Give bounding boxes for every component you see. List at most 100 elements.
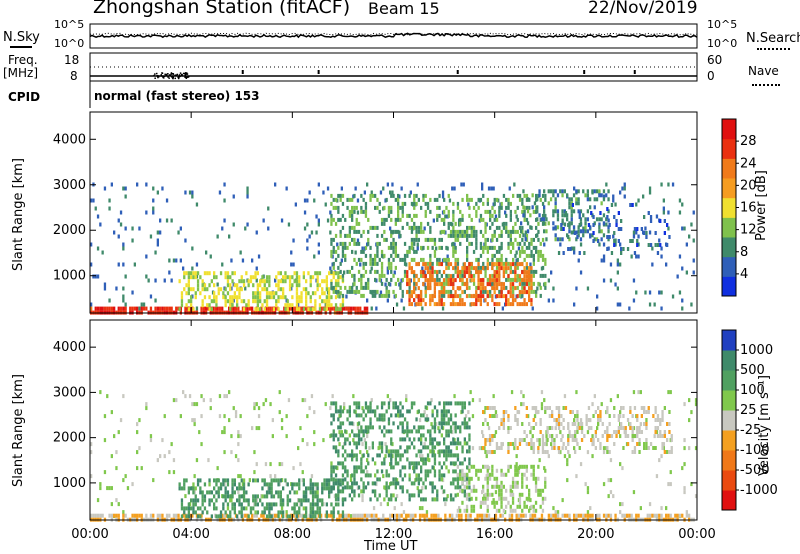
data-cell bbox=[420, 221, 423, 226]
data-cell bbox=[445, 257, 448, 262]
velocity-colorbar-swatch bbox=[722, 390, 736, 411]
data-cell bbox=[602, 446, 606, 451]
nsky-series bbox=[89, 32, 698, 39]
data-cell bbox=[265, 303, 269, 308]
data-cell bbox=[341, 502, 345, 507]
data-cell bbox=[410, 493, 414, 498]
data-cell bbox=[510, 390, 514, 395]
data-cell bbox=[454, 233, 457, 238]
data-cell bbox=[593, 205, 596, 210]
data-cell bbox=[549, 189, 553, 194]
data-cell bbox=[376, 469, 379, 474]
data-cell bbox=[424, 405, 427, 410]
data-cell bbox=[298, 307, 301, 312]
data-cell bbox=[242, 498, 246, 503]
data-cell bbox=[488, 450, 492, 454]
data-cell bbox=[225, 394, 228, 399]
data-cell bbox=[229, 510, 232, 515]
data-cell bbox=[482, 289, 485, 294]
data-cell bbox=[238, 498, 241, 503]
data-cell bbox=[505, 197, 508, 202]
data-cell bbox=[567, 422, 570, 426]
data-cell bbox=[229, 307, 232, 312]
data-cell bbox=[426, 245, 430, 250]
data-cell bbox=[389, 282, 392, 287]
nave-legend-line bbox=[752, 84, 780, 86]
data-cell bbox=[498, 484, 501, 489]
data-cell bbox=[579, 237, 583, 242]
data-cell bbox=[466, 485, 469, 490]
data-cell bbox=[313, 410, 316, 415]
data-cell bbox=[516, 205, 519, 210]
data-cell bbox=[518, 442, 522, 446]
data-cell bbox=[447, 469, 450, 474]
data-cell bbox=[413, 270, 416, 275]
data-cell bbox=[374, 293, 377, 298]
data-cell bbox=[90, 474, 93, 479]
data-cell bbox=[362, 229, 365, 234]
data-cell bbox=[665, 262, 668, 267]
data-cell bbox=[339, 275, 342, 280]
data-cell bbox=[242, 299, 246, 304]
data-cell bbox=[305, 299, 308, 304]
data-cell bbox=[415, 461, 418, 466]
data-cell bbox=[385, 293, 388, 298]
data-cell bbox=[509, 488, 512, 493]
data-cell bbox=[353, 409, 356, 414]
data-cell bbox=[423, 410, 426, 415]
data-cell bbox=[521, 285, 524, 290]
data-cell bbox=[523, 257, 526, 262]
data-cell bbox=[606, 430, 609, 434]
data-cell bbox=[534, 500, 538, 505]
data-cell bbox=[163, 306, 166, 311]
data-cell bbox=[433, 282, 436, 287]
data-cell bbox=[187, 486, 190, 491]
data-cell bbox=[213, 275, 216, 280]
nave-tick-top: 60 bbox=[707, 53, 723, 67]
data-cell bbox=[138, 306, 141, 311]
nave-tick-bottom: 0 bbox=[707, 69, 715, 83]
data-cell bbox=[408, 262, 411, 267]
data-cell bbox=[343, 513, 346, 518]
data-cell bbox=[397, 213, 400, 218]
data-cell bbox=[609, 278, 613, 283]
data-cell bbox=[655, 513, 659, 518]
data-cell bbox=[426, 261, 430, 266]
data-cell bbox=[523, 209, 526, 214]
data-cell bbox=[440, 417, 443, 422]
data-cell bbox=[287, 398, 291, 403]
data-cell bbox=[545, 237, 548, 242]
velocity-colorbar-tick-label: -500 bbox=[740, 463, 770, 478]
data-cell bbox=[486, 294, 489, 299]
data-cell bbox=[332, 205, 335, 210]
data-cell bbox=[530, 438, 533, 442]
data-cell bbox=[394, 477, 397, 482]
data-cell bbox=[643, 231, 646, 235]
data-cell bbox=[422, 457, 425, 462]
data-cell bbox=[245, 271, 248, 276]
data-cell bbox=[459, 461, 462, 466]
data-cell bbox=[339, 307, 342, 312]
data-cell bbox=[538, 282, 541, 287]
data-cell bbox=[507, 446, 510, 450]
data-cell bbox=[351, 489, 354, 494]
data-cell bbox=[692, 270, 695, 275]
data-cell bbox=[516, 422, 519, 426]
data-cell bbox=[561, 209, 564, 214]
data-cell bbox=[579, 242, 583, 247]
data-cell bbox=[433, 461, 437, 466]
data-cell bbox=[648, 190, 652, 195]
data-cell bbox=[410, 245, 414, 250]
data-cell bbox=[636, 414, 639, 418]
data-cell bbox=[459, 476, 462, 481]
data-cell bbox=[475, 266, 478, 271]
data-cell bbox=[484, 237, 487, 242]
data-cell bbox=[416, 486, 419, 491]
data-cell bbox=[255, 402, 258, 407]
data-cell bbox=[351, 213, 354, 218]
nave-point bbox=[160, 74, 162, 76]
data-cell bbox=[313, 254, 316, 259]
data-cell bbox=[417, 449, 420, 454]
data-cell bbox=[597, 418, 600, 422]
data-cell bbox=[491, 262, 494, 267]
